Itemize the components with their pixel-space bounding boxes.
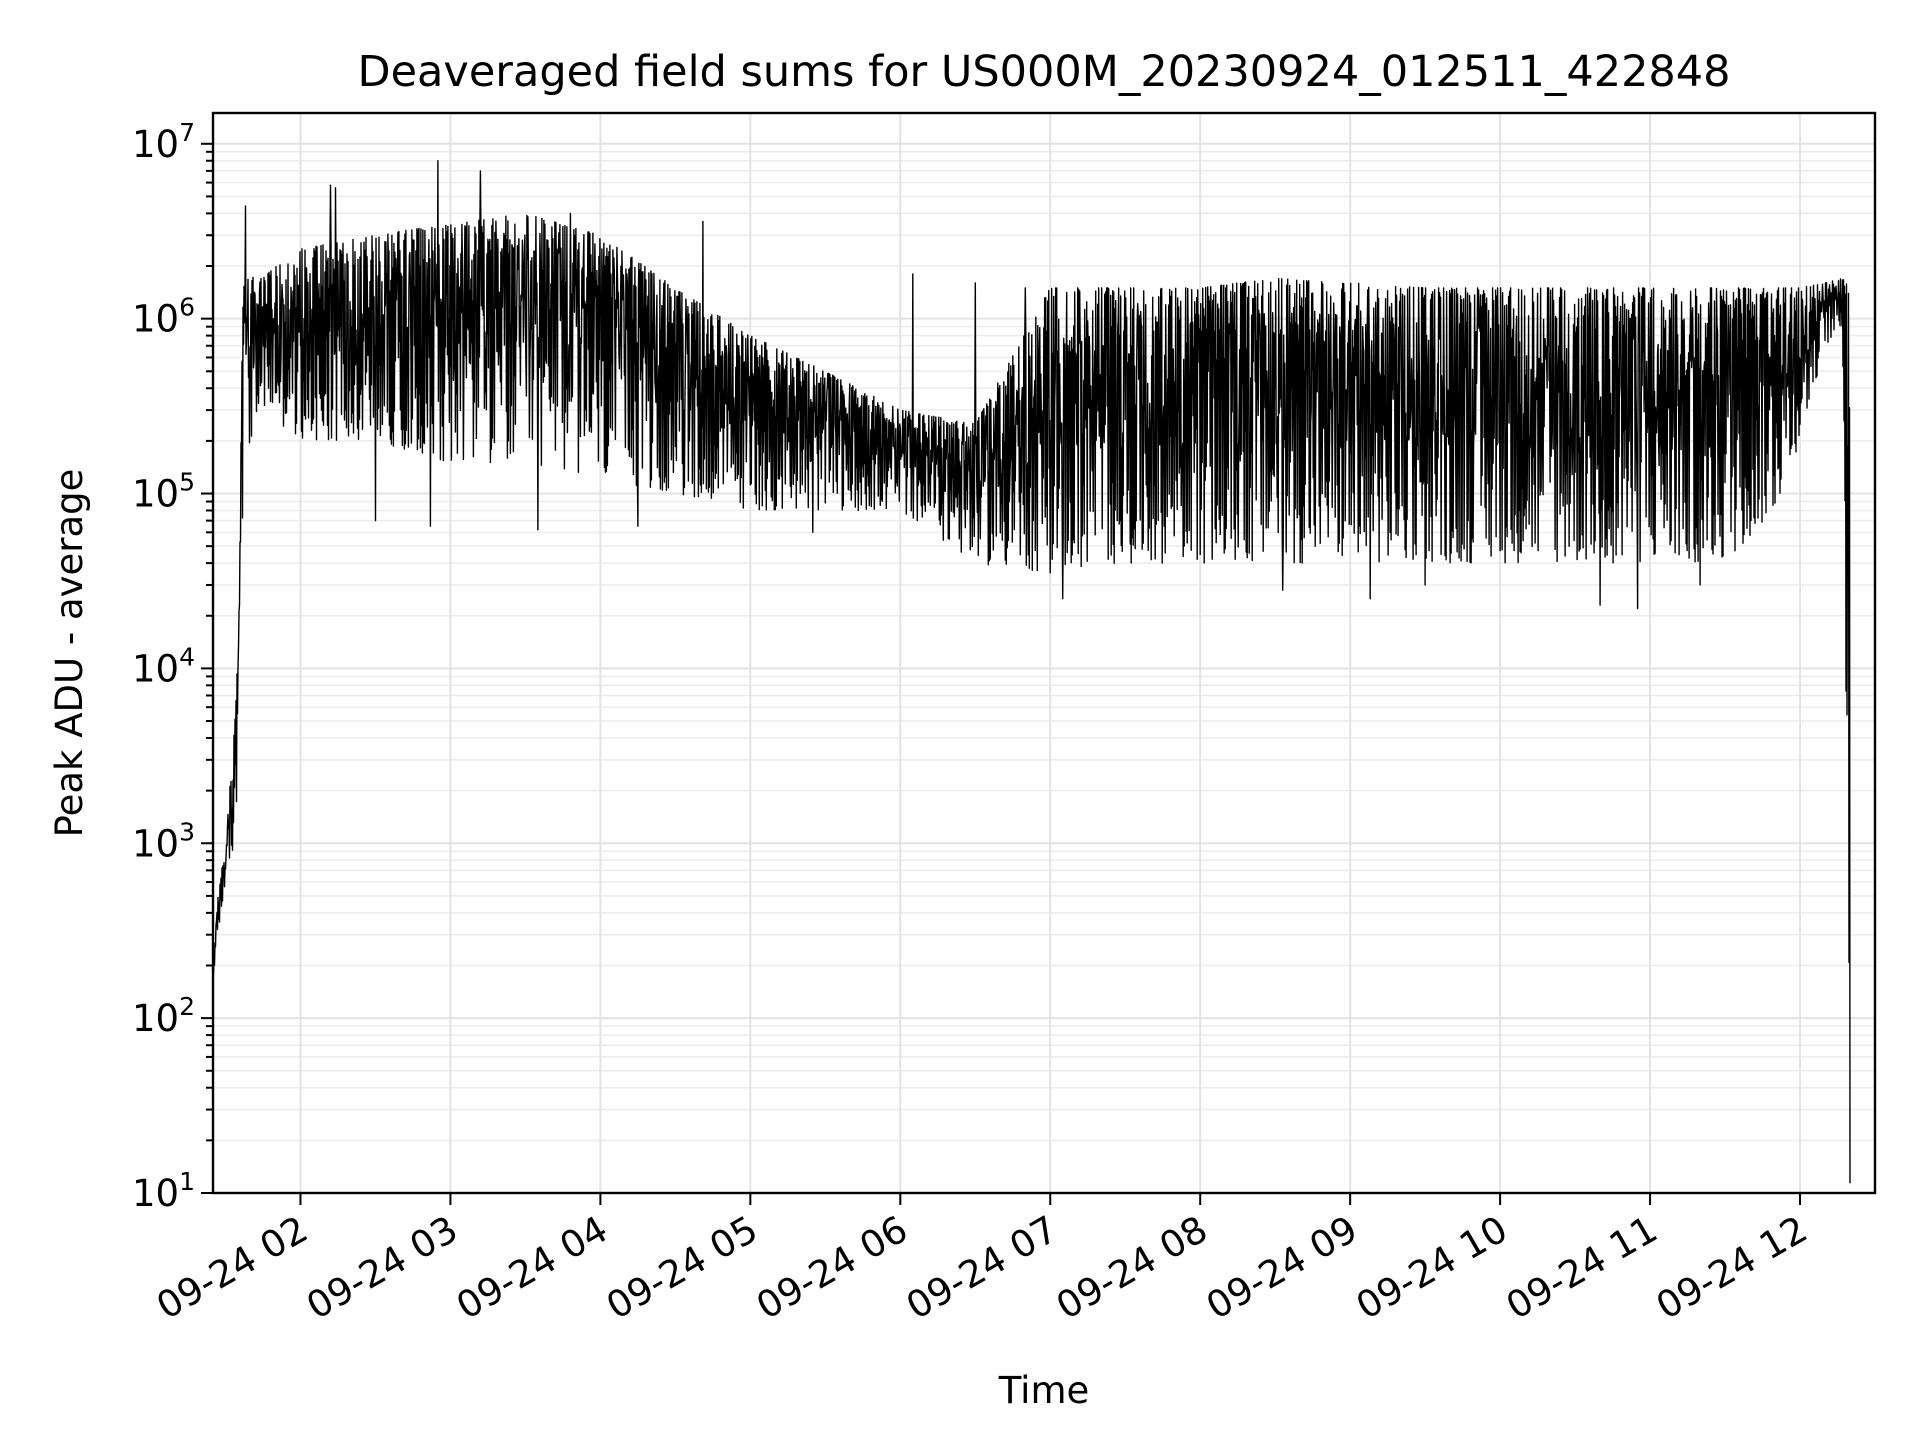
- y-tick-label: 105: [132, 468, 195, 516]
- y-tick-label: 101: [132, 1167, 195, 1215]
- chart-title: Deaveraged field sums for US000M_2023092…: [357, 47, 1730, 97]
- y-tick-label: 104: [132, 642, 195, 690]
- plot-frame: [211, 111, 1877, 1195]
- y-tick-label: 106: [132, 293, 195, 341]
- y-tick-label: 107: [132, 118, 195, 166]
- y-axis: 101 102 103 104 105 106 107: [132, 118, 213, 1215]
- y-axis-label: Peak ADU - average: [48, 469, 91, 838]
- y-tick-label: 102: [132, 992, 195, 1040]
- series-line: [212, 160, 1851, 1184]
- y-tick-label: 103: [132, 817, 195, 865]
- x-axis-label: Time: [998, 1369, 1090, 1412]
